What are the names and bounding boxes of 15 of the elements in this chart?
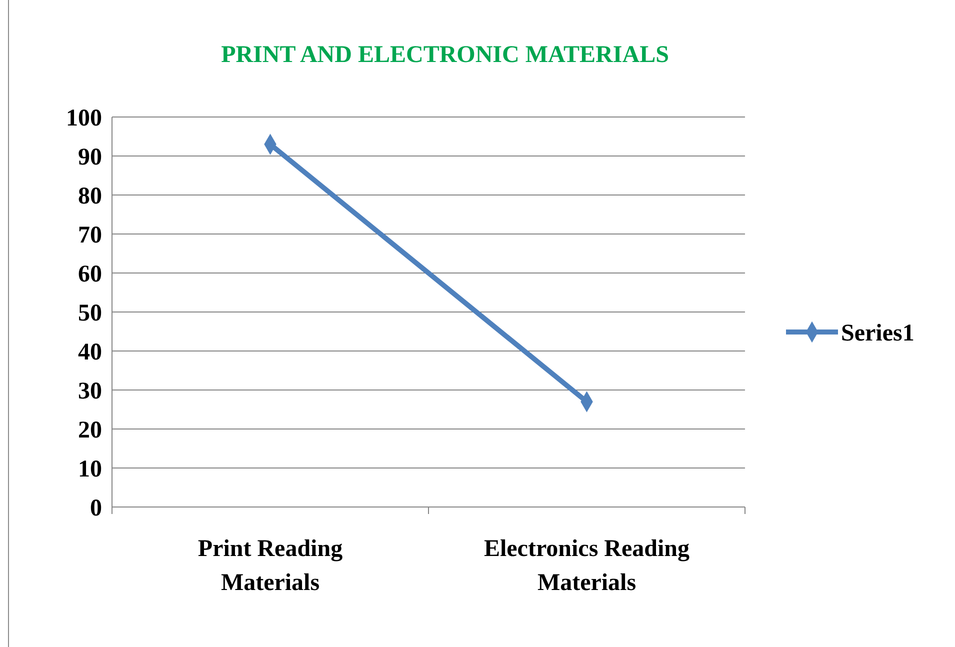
- y-tick-label: 100: [66, 105, 102, 132]
- x-tick-label: Electronics Reading Materials: [484, 536, 690, 596]
- y-tick-label: 0: [90, 495, 102, 522]
- y-tick-label: 10: [78, 456, 102, 482]
- y-tick-label: 40: [78, 339, 102, 366]
- x-tick-label: Print Reading Materials: [198, 536, 343, 596]
- y-tick-label: 70: [78, 222, 102, 248]
- y-tick-label: 80: [78, 183, 102, 210]
- y-tick-label: 50: [78, 300, 102, 326]
- legend-label: Series1: [841, 320, 914, 346]
- y-tick-label: 90: [78, 144, 102, 170]
- chart-title: PRINT AND ELECTRONIC MATERIALS: [221, 42, 669, 68]
- y-tick-label: 60: [78, 261, 102, 288]
- y-tick-label: 30: [78, 378, 102, 404]
- y-tick-label: 20: [78, 417, 102, 444]
